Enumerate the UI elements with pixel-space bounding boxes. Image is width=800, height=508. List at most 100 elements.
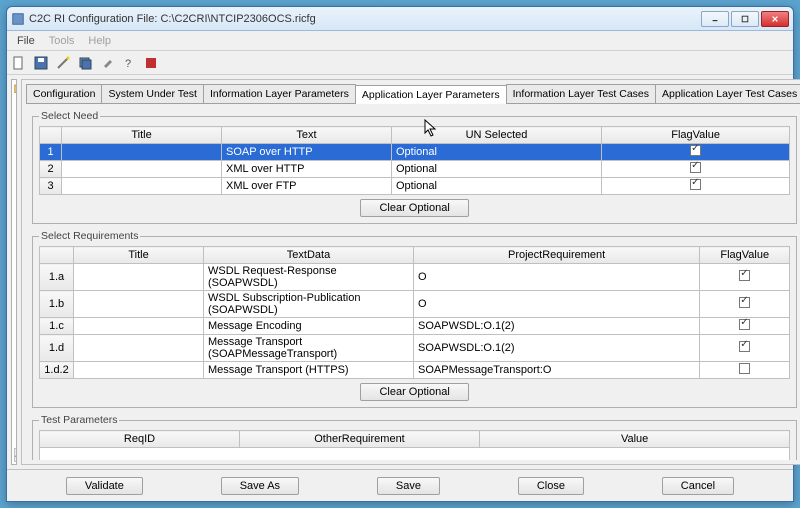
titlebar[interactable]: C2C RI Configuration File: C:\C2CRI\NTCI…: [7, 7, 793, 31]
column-header[interactable]: [40, 127, 62, 144]
checkbox-icon[interactable]: [739, 341, 750, 352]
row-number: 1: [40, 144, 62, 161]
scroll-left-icon[interactable]: ◂: [15, 449, 17, 461]
help-icon[interactable]: ?: [121, 55, 137, 71]
cell-flag[interactable]: [700, 362, 790, 379]
cancel-button[interactable]: Cancel: [662, 477, 734, 495]
toolbar: ?: [7, 51, 793, 75]
cell-projectreq: SOAPWSDL:O.1(2): [414, 335, 700, 362]
maximize-button[interactable]: [731, 11, 759, 27]
cell-title: [62, 178, 222, 195]
cell-text: XML over HTTP: [222, 161, 392, 178]
validate-button[interactable]: Validate: [66, 477, 143, 495]
table-row[interactable]: 2XML over HTTPOptional: [40, 161, 790, 178]
close-button[interactable]: Close: [518, 477, 584, 495]
cell-unselected: Optional: [392, 161, 602, 178]
select-requirements-legend: Select Requirements: [39, 230, 140, 242]
cell-flag[interactable]: [700, 291, 790, 318]
cell-textdata: WSDL Request-Response (SOAPWSDL): [204, 264, 414, 291]
save-icon[interactable]: [33, 55, 49, 71]
cell-flag[interactable]: [700, 335, 790, 362]
row-number: 3: [40, 178, 62, 195]
test-parameters-empty: [40, 448, 790, 461]
cell-flag[interactable]: [700, 318, 790, 335]
checkbox-icon[interactable]: [690, 145, 701, 156]
cell-title: [62, 161, 222, 178]
column-header[interactable]: OtherRequirement: [240, 431, 480, 448]
tab-configuration[interactable]: Configuration: [26, 84, 102, 103]
column-header[interactable]: Title: [62, 127, 222, 144]
column-header[interactable]: ReqID: [40, 431, 240, 448]
tree-item[interactable]: Configuratio: [14, 97, 17, 109]
minimize-button[interactable]: [701, 11, 729, 27]
column-header[interactable]: Title: [74, 247, 204, 264]
cell-flag[interactable]: [602, 144, 790, 161]
column-header[interactable]: TextData: [204, 247, 414, 264]
table-row[interactable]: 1.d.2Message Transport (HTTPS)SOAPMessag…: [40, 362, 790, 379]
tree-hscrollbar[interactable]: ◂ ▸: [14, 448, 16, 462]
select-requirements-group: Select Requirements TitleTextDataProject…: [32, 230, 797, 408]
main-pane: ConfigurationSystem Under TestInformatio…: [21, 79, 800, 465]
checkbox-icon[interactable]: [690, 179, 701, 190]
column-header[interactable]: [40, 247, 74, 264]
menu-tools: Tools: [43, 33, 81, 49]
row-number: 1.c: [40, 318, 74, 335]
table-row[interactable]: 1.dMessage Transport (SOAPMessageTranspo…: [40, 335, 790, 362]
table-row[interactable]: 1.bWSDL Subscription-Publication (SOAPWS…: [40, 291, 790, 318]
column-header[interactable]: Text: [222, 127, 392, 144]
column-header[interactable]: Value: [480, 431, 790, 448]
clear-optional-req-button[interactable]: Clear Optional: [360, 383, 468, 401]
close-button[interactable]: [761, 11, 789, 27]
tree-item[interactable]: SUT Panel: [14, 109, 17, 121]
test-parameters-group: Test Parameters ReqIDOtherRequirementVal…: [32, 414, 797, 460]
checkbox-icon[interactable]: [739, 297, 750, 308]
checkbox-icon[interactable]: [739, 363, 750, 374]
column-header[interactable]: ProjectRequirement: [414, 247, 700, 264]
save-all-icon[interactable]: [77, 55, 93, 71]
save-button[interactable]: Save: [377, 477, 440, 495]
select-requirements-table: TitleTextDataProjectRequirementFlagValue…: [39, 246, 790, 379]
cell-textdata: WSDL Subscription-Publication (SOAPWSDL): [204, 291, 414, 318]
cell-textdata: Message Transport (HTTPS): [204, 362, 414, 379]
app-icon: [11, 12, 25, 26]
cell-projectreq: O: [414, 291, 700, 318]
table-row[interactable]: 3XML over FTPOptional: [40, 178, 790, 195]
stop-icon[interactable]: [143, 55, 159, 71]
table-row[interactable]: 1.aWSDL Request-Response (SOAPWSDL)O: [40, 264, 790, 291]
row-number: 1.a: [40, 264, 74, 291]
tree-item[interactable]: Application l: [14, 133, 17, 145]
wand-icon[interactable]: [55, 55, 71, 71]
table-row[interactable]: 1SOAP over HTTPOptional: [40, 144, 790, 161]
save-as-button[interactable]: Save As: [221, 477, 299, 495]
column-header[interactable]: FlagValue: [602, 127, 790, 144]
tab-application-layer-parameters[interactable]: Application Layer Parameters: [355, 85, 507, 104]
column-header[interactable]: UN Selected: [392, 127, 602, 144]
select-need-table: TitleTextUN SelectedFlagValue1SOAP over …: [39, 126, 790, 195]
tree-item[interactable]: Application l: [14, 157, 17, 169]
cell-flag[interactable]: [602, 178, 790, 195]
new-icon[interactable]: [11, 55, 27, 71]
column-header[interactable]: FlagValue: [700, 247, 790, 264]
tab-information-layer-parameters[interactable]: Information Layer Parameters: [203, 84, 356, 103]
tab-information-layer-test-cases[interactable]: Information Layer Test Cases: [506, 84, 656, 103]
tab-system-under-test[interactable]: System Under Test: [101, 84, 204, 103]
tree-item[interactable]: Information: [14, 145, 17, 157]
menu-file[interactable]: File: [11, 33, 41, 49]
cell-projectreq: SOAPWSDL:O.1(2): [414, 318, 700, 335]
table-row[interactable]: 1.cMessage EncodingSOAPWSDL:O.1(2): [40, 318, 790, 335]
cell-flag[interactable]: [700, 264, 790, 291]
cell-flag[interactable]: [602, 161, 790, 178]
menubar: FileToolsHelp: [7, 31, 793, 51]
wrench-icon[interactable]: [99, 55, 115, 71]
tree-item[interactable]: Information: [14, 121, 17, 133]
checkbox-icon[interactable]: [739, 319, 750, 330]
cell-title: [74, 335, 204, 362]
svg-text:?: ?: [125, 58, 131, 70]
tab-application-layer-test-cases[interactable]: Application Layer Test Cases: [655, 84, 800, 103]
menu-help: Help: [82, 33, 117, 49]
clear-optional-need-button[interactable]: Clear Optional: [360, 199, 468, 217]
checkbox-icon[interactable]: [690, 162, 701, 173]
tree-pane: Configuration ConfiguratioSUT PanelInfor…: [11, 79, 17, 465]
checkbox-icon[interactable]: [739, 270, 750, 281]
cell-title: [62, 144, 222, 161]
